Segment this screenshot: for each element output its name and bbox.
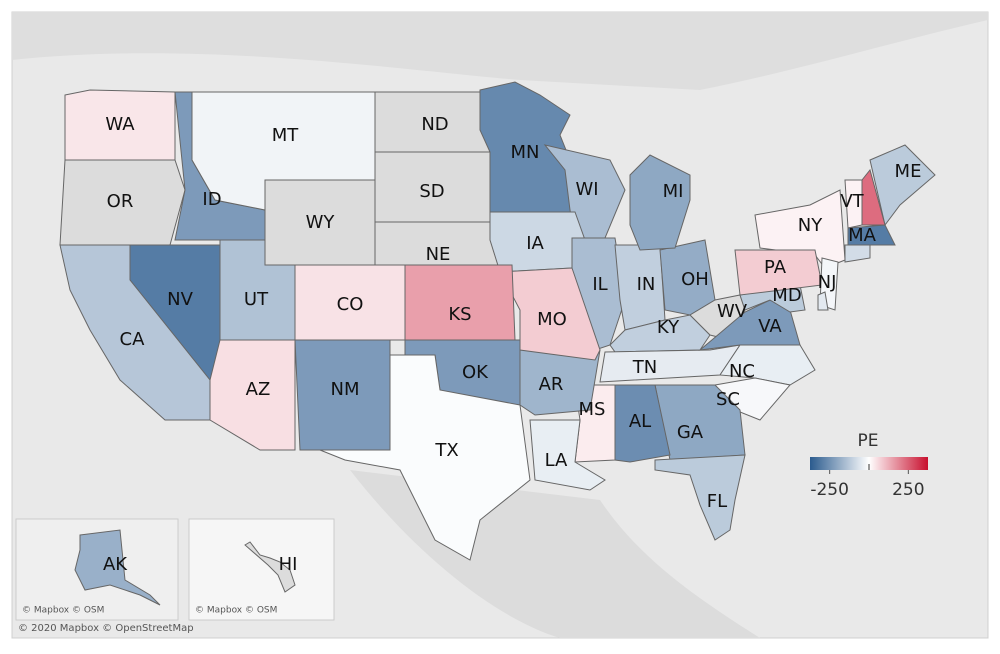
state-label: AL <box>629 411 651 432</box>
legend-bar <box>810 457 928 470</box>
state-label: IL <box>592 274 607 295</box>
state-label: NV <box>167 289 193 310</box>
state-label: HI <box>279 554 298 575</box>
state-label: MD <box>772 285 801 306</box>
state-label: MN <box>511 142 540 163</box>
state-label: NJ <box>818 272 837 293</box>
state-shape <box>629 154 691 251</box>
state-label: WY <box>306 212 336 233</box>
legend-tick-label: 250 <box>892 480 924 500</box>
inset-attribution: © Mapbox © OSM <box>195 606 277 616</box>
state-label: IN <box>637 274 656 295</box>
state-shape <box>59 159 186 246</box>
state-label: SC <box>716 389 740 410</box>
state-label: VT <box>840 191 864 212</box>
state-shape <box>529 419 606 491</box>
state-label: ID <box>202 189 221 210</box>
state-label: FL <box>707 491 727 512</box>
state-label: AZ <box>246 379 271 400</box>
state-shape <box>404 264 516 341</box>
state-label: CO <box>337 294 364 315</box>
state-label: ND <box>421 114 448 135</box>
state-shape <box>844 244 871 263</box>
state-label: MA <box>848 225 877 246</box>
inset-states: AK HI <box>74 529 298 606</box>
state-shape <box>74 529 161 606</box>
state-label: GA <box>677 422 704 443</box>
state-label: TN <box>632 357 657 378</box>
state-shape <box>499 267 601 361</box>
state-shape <box>64 89 176 161</box>
state-label: NY <box>798 215 823 236</box>
state-label: MO <box>537 309 567 330</box>
state-label: OR <box>107 191 134 212</box>
state-label: KY <box>657 317 680 338</box>
state-label: VA <box>758 316 782 337</box>
legend-tick-label: -250 <box>810 480 849 500</box>
state-shape <box>59 244 211 421</box>
state-label: WA <box>105 114 135 135</box>
state-label: OH <box>681 269 709 290</box>
state-label: AR <box>539 374 564 395</box>
state-label: IA <box>526 233 544 254</box>
state-label: MT <box>272 125 300 146</box>
inset-attribution: © Mapbox © OSM <box>22 606 104 616</box>
state-label: SD <box>419 181 444 202</box>
state-label: CA <box>120 329 146 350</box>
state-shape <box>861 168 886 226</box>
state-label: NM <box>331 379 360 400</box>
state-label: KS <box>448 304 471 325</box>
state-label: WV <box>717 301 748 322</box>
state-label: TX <box>434 440 458 461</box>
state-label: OK <box>462 362 489 383</box>
state-label: ME <box>895 161 922 182</box>
state-label: WI <box>575 179 598 200</box>
state-label: LA <box>545 450 568 471</box>
state-label: PA <box>764 257 787 278</box>
state-label: NE <box>426 244 451 265</box>
state-label: UT <box>244 289 269 310</box>
legend-title: PE <box>858 431 879 451</box>
land-north <box>12 12 988 90</box>
state-label: AK <box>103 554 128 575</box>
state-shape <box>654 454 746 541</box>
state-shape <box>244 541 296 593</box>
state-label: MS <box>579 399 606 420</box>
state-shape <box>817 291 829 311</box>
state-label: NC <box>729 361 755 382</box>
inset-hawaii <box>188 518 335 621</box>
attribution: © 2020 Mapbox © OpenStreetMap <box>18 623 194 634</box>
state-label: MI <box>663 181 684 202</box>
